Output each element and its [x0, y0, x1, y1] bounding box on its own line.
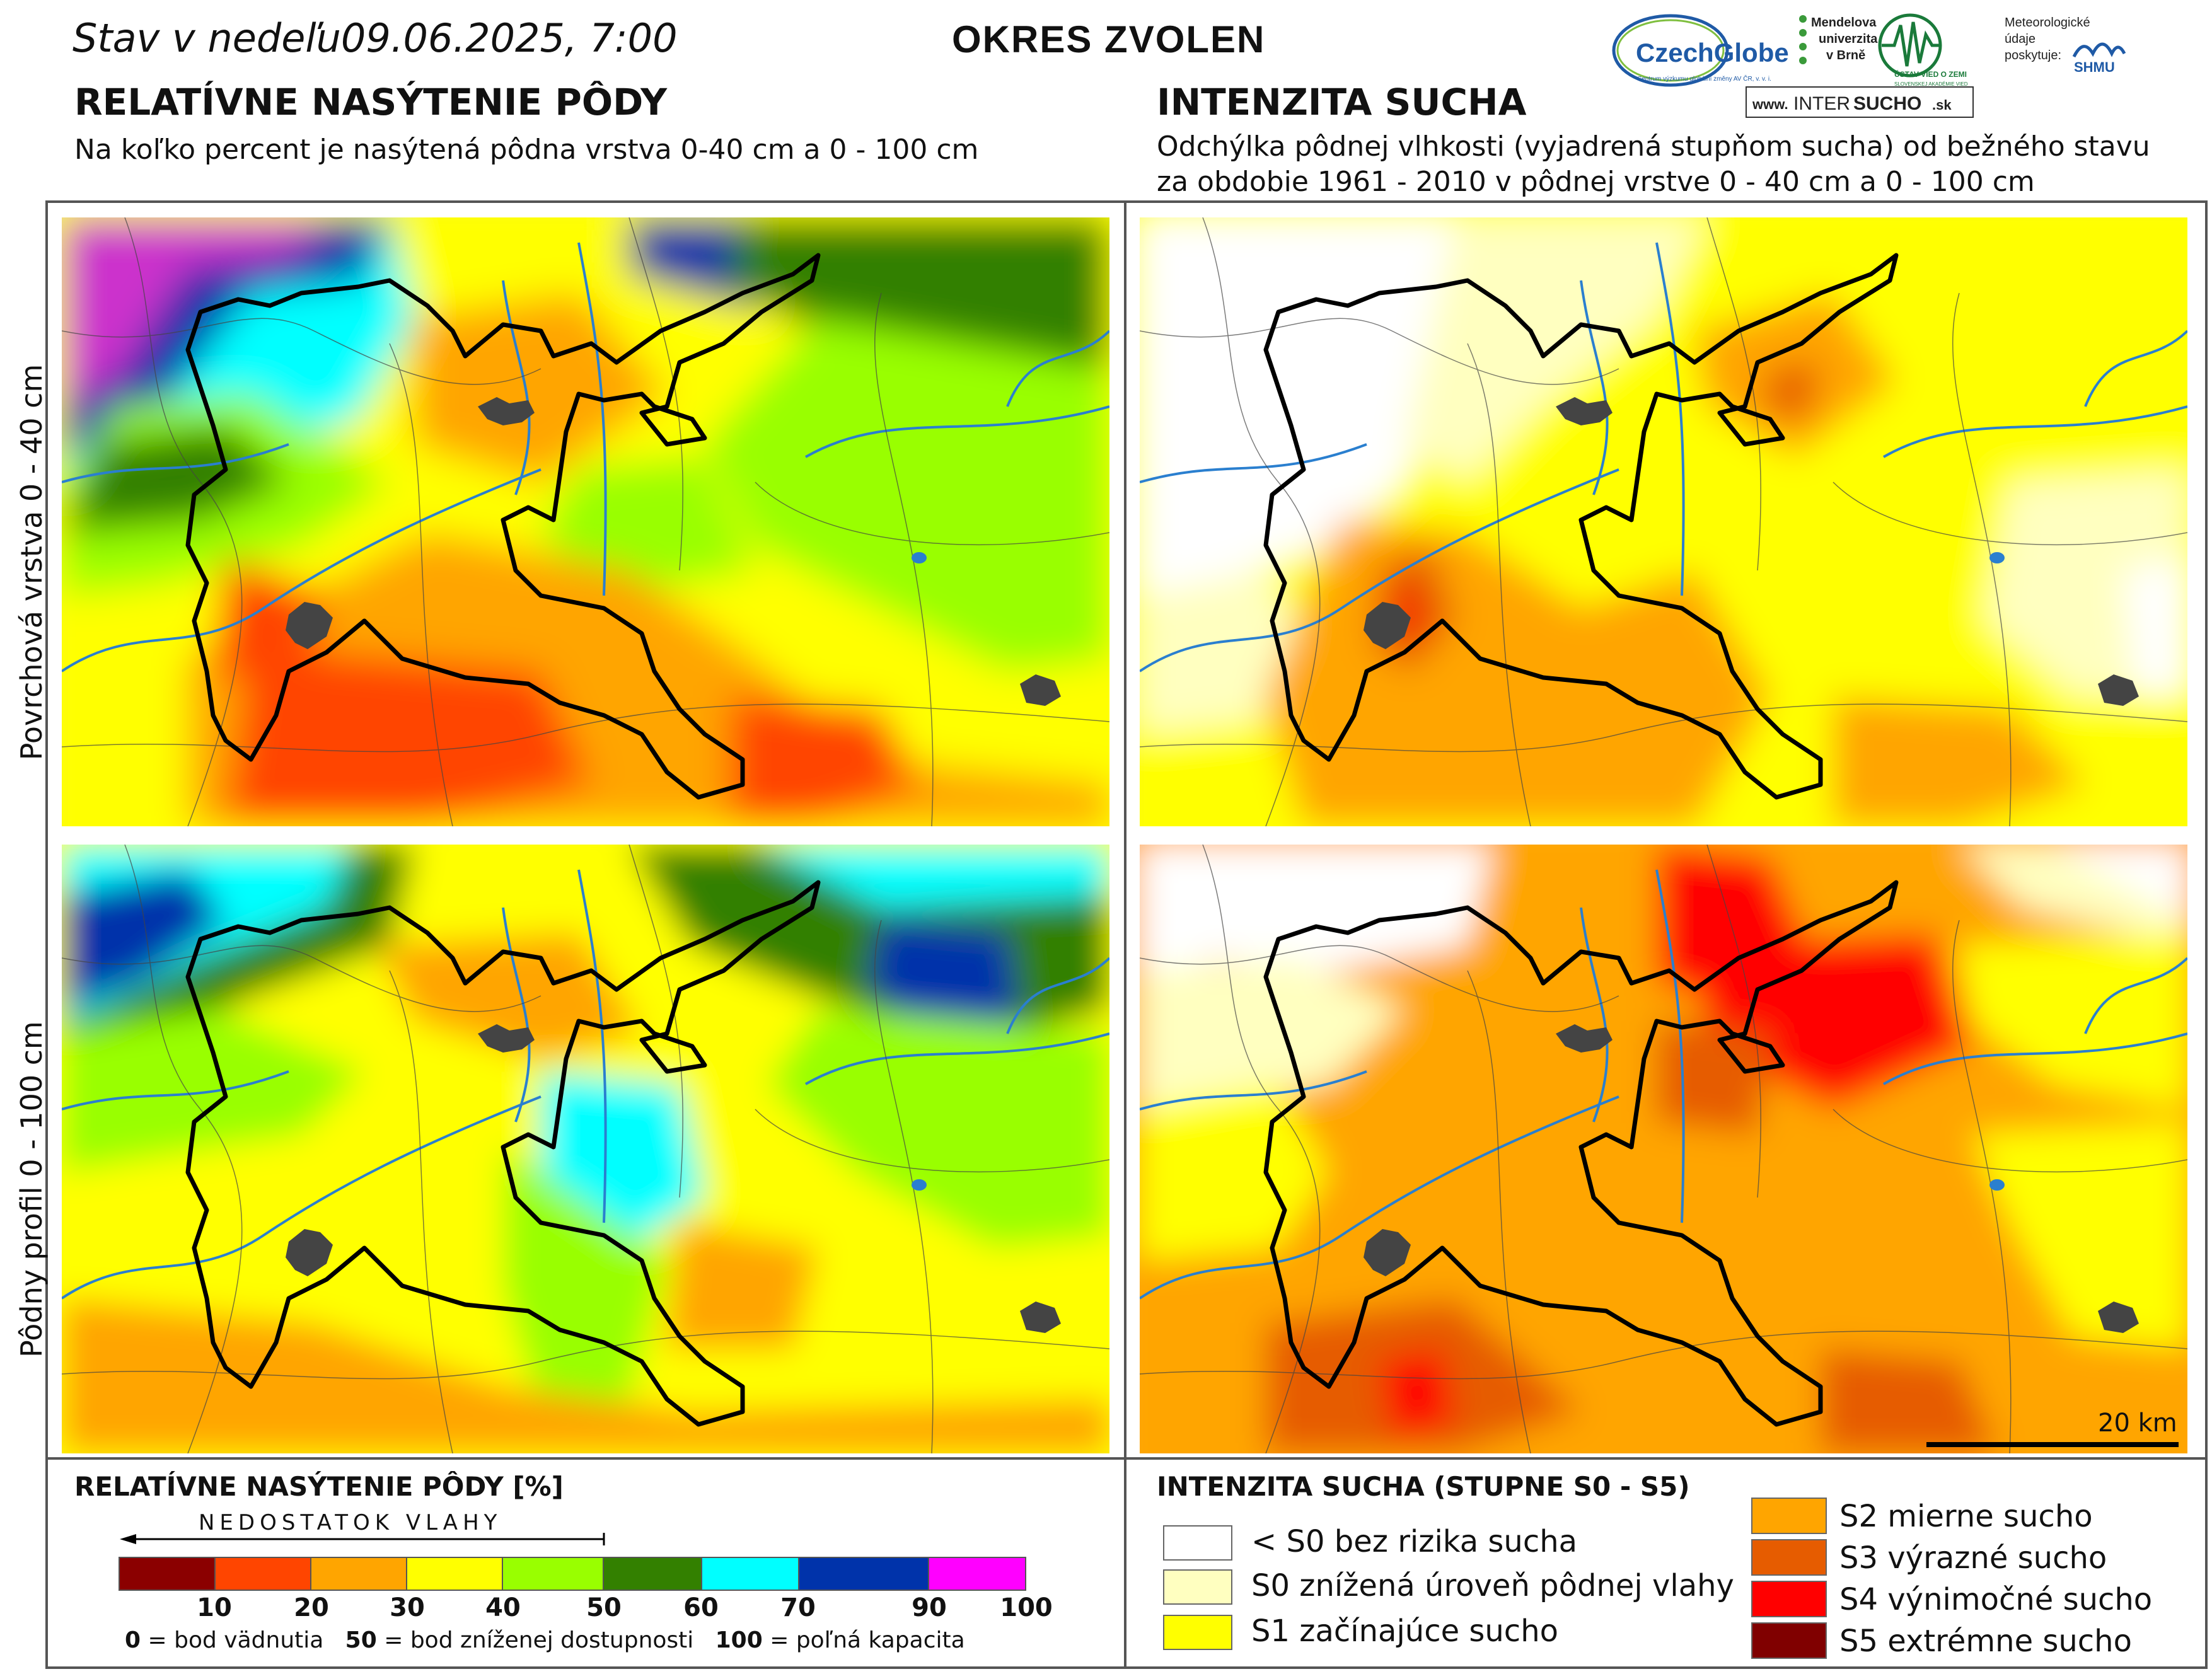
right-section-title: INTENZITA SUCHA	[1157, 81, 1527, 124]
report-date: Stav v nedeľu09.06.2025, 7:00	[72, 15, 678, 61]
row-label-bottom: Pôdny profil 0 - 100 cm	[14, 1021, 49, 1358]
colorbar-segment-50-60	[603, 1557, 702, 1591]
legend-right-title: INTENZITA SUCHA (STUPNE S0 - S5)	[1157, 1471, 1690, 1502]
scale-bar	[1926, 1442, 2179, 1447]
legend-swatch-s5	[1751, 1622, 1827, 1659]
right-section-subtitle-2: za obdobie 1961 - 2010 v pôdnej vrstve 0…	[1157, 166, 2035, 198]
legend-label-no-risk: < S0 bez rizika sucha	[1251, 1524, 1578, 1559]
colorbar-segment-90-100	[928, 1557, 1026, 1591]
deficit-arrow-label: NEDOSTATOK VLAHY	[199, 1510, 502, 1535]
legend-label-s5: S5 extrémne sucho	[1839, 1624, 2132, 1659]
colorbar-segment-40-50	[502, 1557, 604, 1591]
colorbar-tick: 40	[485, 1593, 521, 1622]
colorbar-segment-30-40	[406, 1557, 503, 1591]
legend-swatch-s4	[1751, 1581, 1827, 1617]
legend-label-s2: S2 mierne sucho	[1839, 1499, 2093, 1534]
colorbar-segment-70-90	[798, 1557, 929, 1591]
colorbar-tick: 10	[197, 1593, 232, 1622]
legend-label-s4: S4 výnimočné sucho	[1839, 1582, 2153, 1617]
intersucho-suffix: .sk	[1932, 97, 1952, 113]
legend-divider	[45, 1457, 2208, 1460]
intersucho-logo: www. INTER SUCHO .sk	[1746, 86, 1974, 118]
ustav-logo: ÚSTAV VIED O ZEMI SLOVENSKEJ AKADÉMIE VI…	[1878, 13, 1968, 87]
ustav-subtext: SLOVENSKEJ AKADÉMIE VIED	[1894, 81, 1968, 87]
meteo-line1: Meteorologické	[2005, 16, 2090, 30]
left-section-title: RELATÍVNE NASÝTENIE PÔDY	[74, 81, 668, 124]
district-title: OKRES ZVOLEN	[952, 18, 1266, 61]
colorbar-tick: 90	[912, 1593, 947, 1622]
colorbar-tick: 100	[1000, 1593, 1053, 1622]
colorbar-segment-60-70	[701, 1557, 799, 1591]
map-drought-0-100: 20 km	[1140, 845, 2187, 1453]
mendelu-line1: Mendelova	[1811, 16, 1877, 30]
colorbar-segment-20-30	[310, 1557, 407, 1591]
colorbar-segment-0-10	[119, 1557, 216, 1591]
legend-swatch-s0	[1163, 1569, 1232, 1605]
colorbar-tick: 60	[683, 1593, 719, 1622]
colorbar-segment-10-20	[214, 1557, 311, 1591]
intersucho-sucho: SUCHO	[1853, 93, 1921, 114]
scale-bar-label: 20 km	[2098, 1409, 2177, 1438]
right-section-subtitle-1: Odchýlka pôdnej vlhkosti (vyjadrená stup…	[1157, 130, 2150, 163]
legend-swatch-s1	[1163, 1615, 1232, 1650]
meteo-line2: údaje	[2005, 32, 2035, 46]
meteo-line3: poskytuje:	[2005, 49, 2061, 62]
czechglobe-subtext: Centrum výzkumu globální změny AV ČR, v.…	[1637, 74, 1771, 83]
map-drought-0-40	[1140, 217, 2187, 826]
legend-swatch-s2	[1751, 1498, 1827, 1534]
left-section-subtitle: Na koľko percent je nasýtená pôdna vrstv…	[74, 134, 979, 166]
shmu-text: SHMU	[2074, 59, 2115, 75]
meteo-provider: Meteorologické údaje poskytuje: SHMU	[2005, 16, 2126, 75]
main-frame	[45, 200, 2208, 1669]
partner-logos: CzechGlobe Centrum výzkumu globální změn…	[1611, 6, 2153, 120]
legend-left-title: RELATÍVNE NASÝTENIE PÔDY [%]	[74, 1471, 564, 1502]
deficit-arrow	[120, 1533, 605, 1545]
mendelu-line3: v Brně	[1826, 49, 1865, 62]
legend-label-s1: S1 začínajúce sucho	[1251, 1613, 1558, 1649]
mendelu-logo: Mendelova univerzita v Brně	[1799, 15, 1878, 64]
legend-swatch-no-risk	[1163, 1525, 1232, 1561]
legend-label-s0: S0 znížená úroveň pôdnej vlahy	[1251, 1568, 1734, 1603]
ustav-text: ÚSTAV VIED O ZEMI	[1894, 69, 1967, 79]
colorbar-tick: 70	[780, 1593, 816, 1622]
legend-swatch-s3	[1751, 1539, 1827, 1576]
colorbar-tick: 50	[586, 1593, 622, 1622]
map-saturation-0-100	[62, 845, 1109, 1453]
colorbar-footnote: 0 = bod vädnutia 50 = bod zníženej dostu…	[125, 1627, 965, 1653]
czechglobe-logo: CzechGlobe Centrum výzkumu globální změn…	[1612, 14, 1789, 87]
colorbar-tick: 30	[390, 1593, 425, 1622]
intersucho-inter: INTER	[1793, 93, 1850, 114]
map-saturation-0-40	[62, 217, 1109, 826]
intersucho-prefix: www.	[1752, 96, 1788, 112]
row-label-top: Povrchová vrstva 0 - 40 cm	[14, 364, 49, 761]
mendelu-line2: univerzita	[1819, 32, 1878, 46]
czechglobe-text: CzechGlobe	[1636, 38, 1789, 67]
colorbar-tick: 20	[294, 1593, 329, 1622]
legend-label-s3: S3 výrazné sucho	[1839, 1540, 2107, 1576]
vertical-divider	[1124, 200, 1126, 1669]
